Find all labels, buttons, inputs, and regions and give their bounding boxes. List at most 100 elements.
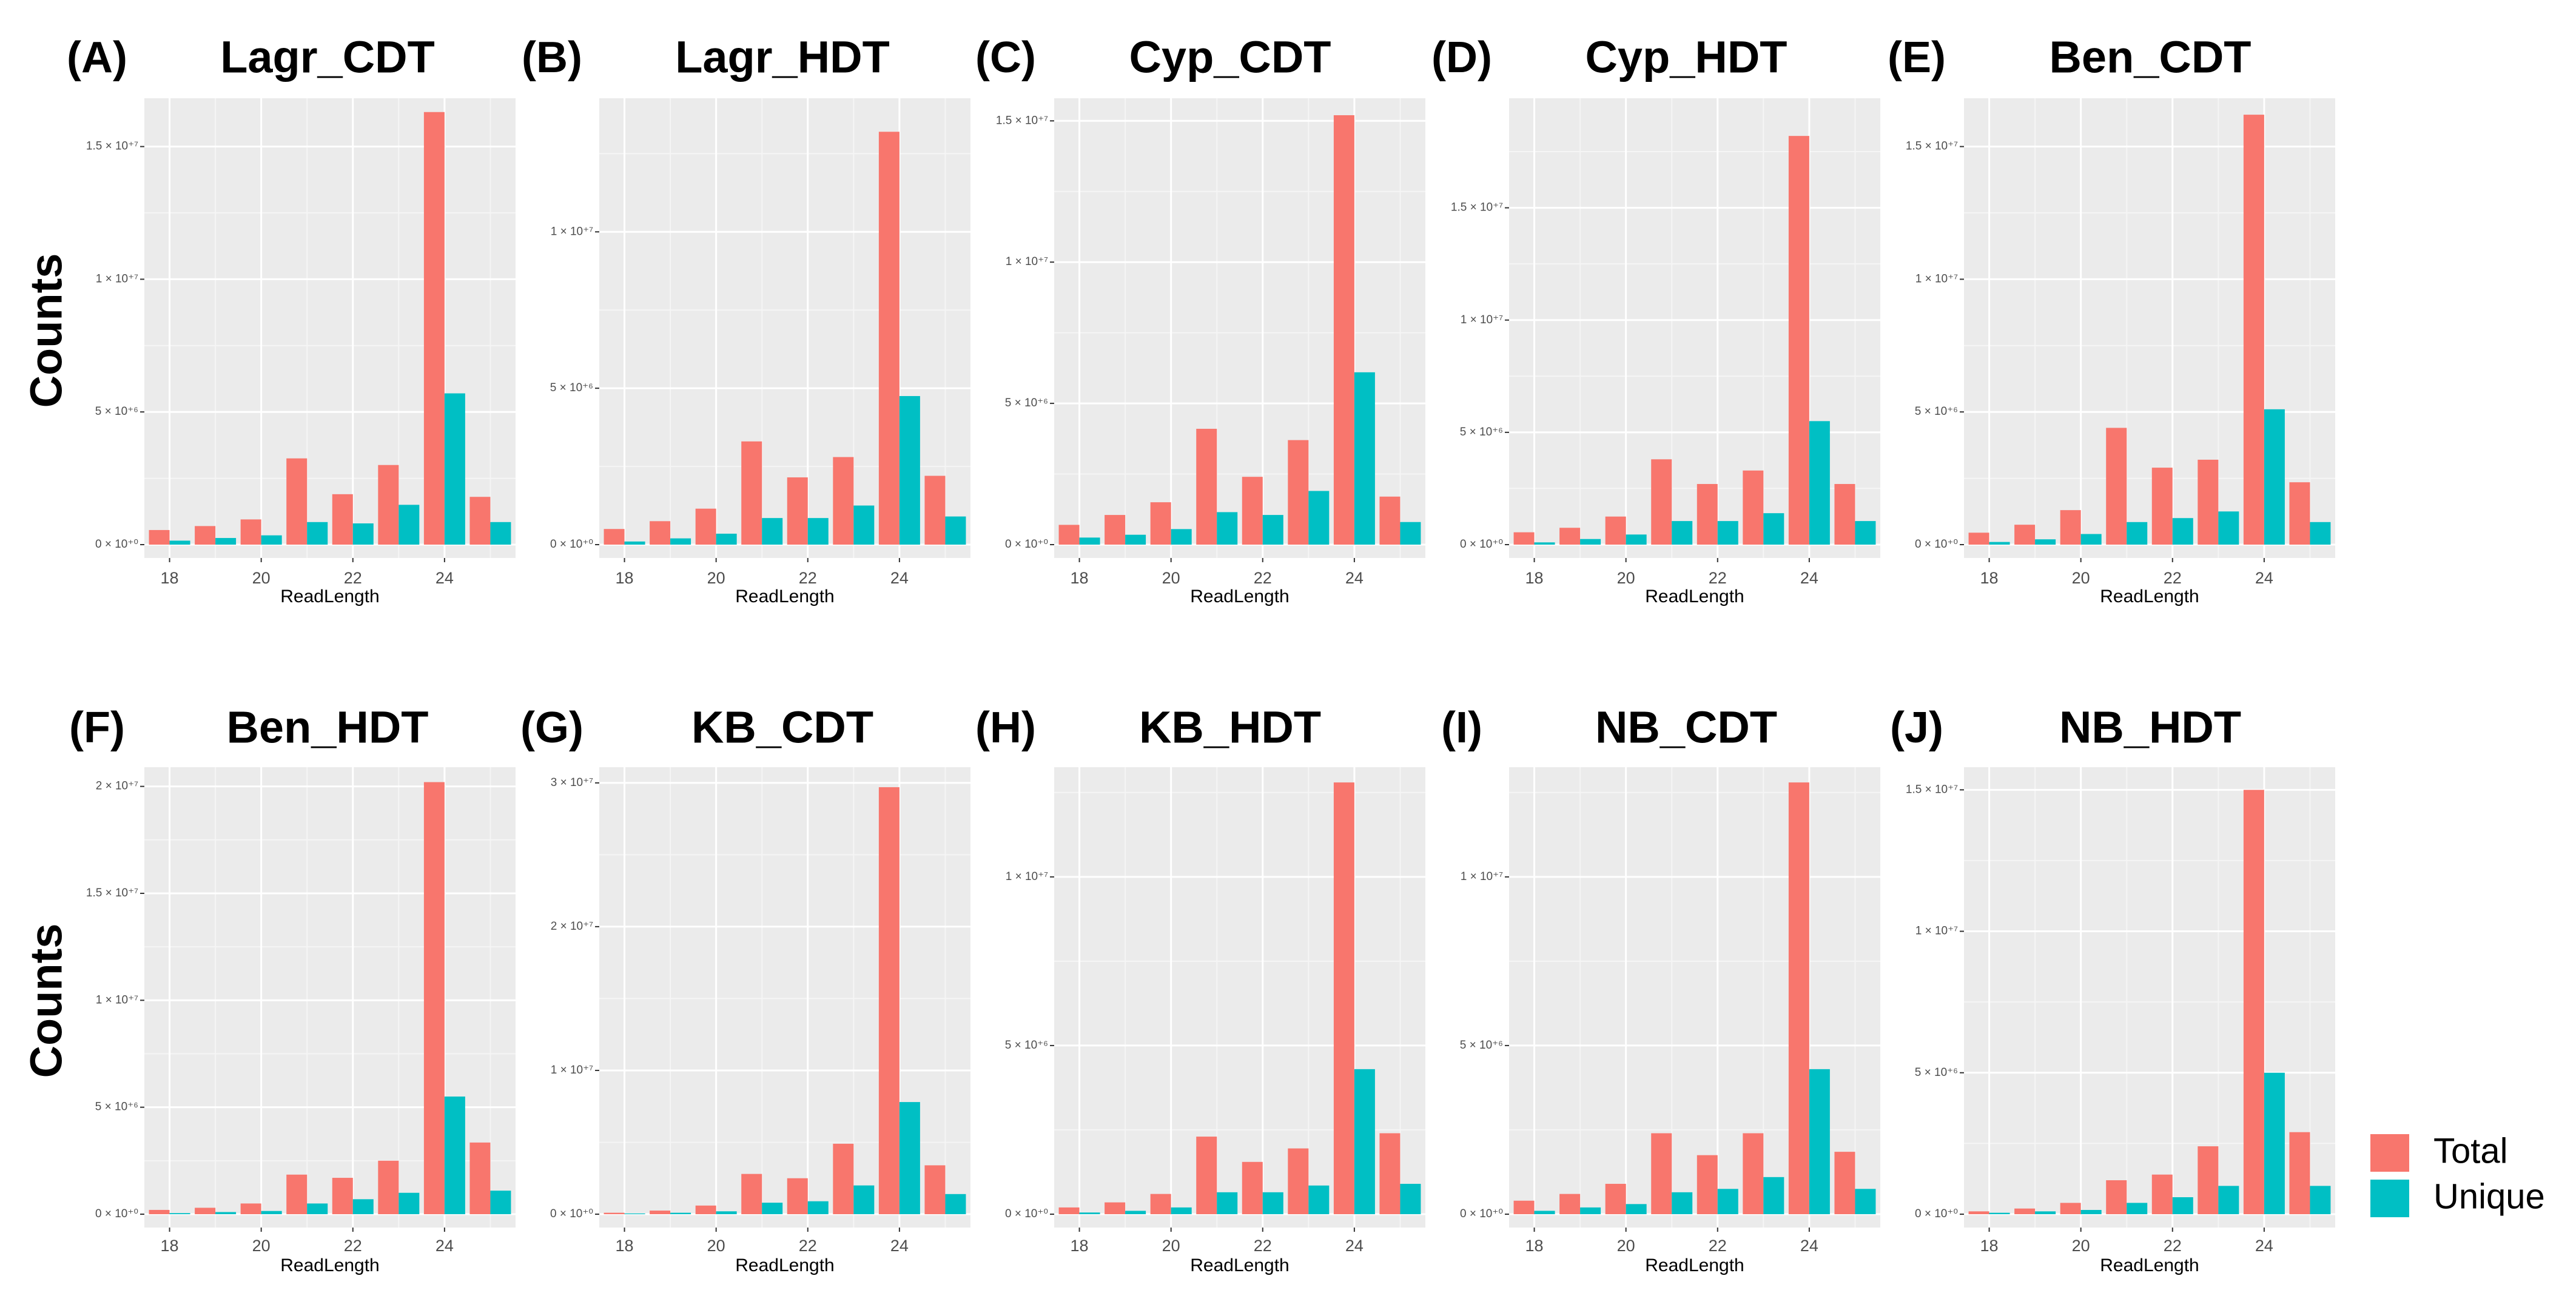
x-tick-label: 20 <box>2072 1237 2090 1255</box>
bar-unique-24 <box>444 393 465 545</box>
bar-total-24 <box>878 132 900 545</box>
bar-total-18 <box>149 529 170 545</box>
panel-title: Cyp_HDT <box>1585 32 1787 82</box>
bar-total-24 <box>423 112 445 545</box>
y-tick-label: 5 × 10⁺⁶ <box>550 381 593 394</box>
bar-unique-22 <box>807 1201 829 1214</box>
panel-KB_HDT: (H) KB_HDT 0 × 10⁺⁰ 5 × 10⁺⁶ 1 × 10⁺⁷ 18 20 22 2… <box>975 702 1425 1275</box>
bar-unique-23 <box>1763 1177 1784 1214</box>
y-tick-label: 2 × 10⁺⁷ <box>96 780 138 793</box>
bar-unique-20 <box>2080 534 2102 545</box>
x-tick-label: 24 <box>1345 569 1364 587</box>
bar-total-19 <box>195 1208 216 1214</box>
panel-letter: (C) <box>975 33 1036 82</box>
bar-total-24 <box>2243 790 2264 1214</box>
bar-total-18 <box>604 1212 625 1214</box>
bar-total-20 <box>2060 510 2081 545</box>
x-tick-label: 22 <box>344 569 362 587</box>
panel-title: NB_CDT <box>1595 702 1777 753</box>
y-tick-label: 5 × 10⁺⁶ <box>1460 1039 1503 1052</box>
bar-total-25 <box>924 475 946 545</box>
panel-Cyp_CDT: (C) Cyp_CDT 0 × 10⁺⁰ 5 × 10⁺⁶ 1 × 10⁺⁷ 1.5 × … <box>975 32 1425 606</box>
panel-Lagr_HDT: (B) Lagr_HDT 0 × 10⁺⁰ 5 × 10⁺⁶ 1 × 10⁺⁷ 18 20 2… <box>522 32 970 606</box>
bar-unique-19 <box>215 1212 237 1214</box>
bar-unique-21 <box>762 518 783 545</box>
panel-Cyp_HDT: (D) Cyp_HDT 0 × 10⁺⁰ 5 × 10⁺⁶ 1 × 10⁺⁷ 1.5 × … <box>1431 32 1880 606</box>
x-tick-label: 22 <box>799 1237 817 1255</box>
bar-unique-24 <box>444 1097 465 1214</box>
bar-total-23 <box>833 1143 854 1214</box>
bar-unique-25 <box>1855 521 1876 545</box>
bar-unique-19 <box>1580 539 1601 545</box>
legend: Total Unique <box>2370 1131 2545 1217</box>
bar-unique-24 <box>1809 421 1830 545</box>
bar-unique-24 <box>1809 1069 1830 1214</box>
bar-total-25 <box>1379 496 1401 545</box>
legend-label-total: Total <box>2433 1131 2508 1171</box>
y-tick-label: 1 × 10⁺⁷ <box>551 1064 593 1077</box>
bar-total-24 <box>423 782 445 1214</box>
bar-unique-22 <box>352 523 374 545</box>
bar-total-21 <box>741 1174 762 1214</box>
bar-unique-21 <box>2127 1203 2148 1214</box>
bar-total-21 <box>286 458 308 545</box>
bar-unique-24 <box>899 1102 920 1214</box>
x-tick-label: 18 <box>1071 569 1089 587</box>
x-tick-label: 22 <box>1709 569 1727 587</box>
y-tick-label: 1 × 10⁺⁷ <box>551 225 593 238</box>
panel-NB_CDT: (I) NB_CDT 0 × 10⁺⁰ 5 × 10⁺⁶ 1 × 10⁺⁷ 18 20 22 2… <box>1441 702 1880 1275</box>
bar-total-19 <box>650 1211 671 1214</box>
x-tick-label: 24 <box>2255 1237 2273 1255</box>
panel-NB_HDT: (J) NB_HDT 0 × 10⁺⁰ 5 × 10⁺⁶ 1 × 10⁺⁷ 1.5 × 1… <box>1890 702 2335 1275</box>
x-tick-label: 24 <box>1800 569 1818 587</box>
x-tick-label: 18 <box>1980 1237 1999 1255</box>
bar-unique-21 <box>1672 1192 1693 1214</box>
y-tick-label: 5 × 10⁺⁶ <box>1915 1066 1958 1079</box>
bar-total-20 <box>240 519 261 545</box>
x-tick-label: 24 <box>890 1237 909 1255</box>
y-tick-label: 3 × 10⁺⁷ <box>551 776 593 789</box>
bar-unique-20 <box>1171 529 1192 545</box>
bar-total-25 <box>1379 1133 1401 1214</box>
y-tick-label: 1.5 × 10⁺⁷ <box>86 140 138 153</box>
y-tick-label: 1.5 × 10⁺⁷ <box>1451 201 1503 214</box>
bar-total-19 <box>2014 1208 2036 1214</box>
bar-unique-25 <box>945 516 966 545</box>
bar-total-19 <box>1105 1202 1126 1214</box>
x-tick-label: 22 <box>799 569 817 587</box>
bar-total-21 <box>1196 429 1217 545</box>
y-tick-label: 5 × 10⁺⁶ <box>1915 405 1958 418</box>
bar-unique-21 <box>2127 522 2148 545</box>
panel-letter: (G) <box>520 704 583 752</box>
x-tick-label: 20 <box>707 1237 725 1255</box>
panel-letter: (J) <box>1890 704 1943 752</box>
bar-total-20 <box>1150 502 1171 545</box>
panel-letter: (I) <box>1441 704 1482 752</box>
bar-unique-18 <box>1989 542 2010 545</box>
y-tick-label: 1 × 10⁺⁷ <box>96 993 138 1006</box>
bar-total-20 <box>1605 516 1626 545</box>
bar-total-25 <box>1834 484 1855 545</box>
panel-letter: (B) <box>522 33 582 82</box>
panel-title: Ben_CDT <box>2049 32 2251 82</box>
bar-total-18 <box>1513 532 1535 545</box>
bar-unique-20 <box>1626 534 1647 545</box>
x-tick-label: 22 <box>1709 1237 1727 1255</box>
bar-total-22 <box>2151 1174 2173 1214</box>
bar-total-21 <box>1651 1133 1672 1214</box>
x-axis-label: ReadLength <box>280 586 379 606</box>
bar-unique-20 <box>1171 1207 1192 1214</box>
panel-letter: (A) <box>67 33 127 82</box>
x-tick-label: 20 <box>1617 1237 1635 1255</box>
bar-total-25 <box>2289 482 2310 545</box>
y-tick-label: 0 × 10⁺⁰ <box>95 538 138 551</box>
bar-unique-25 <box>2310 522 2331 545</box>
bar-total-23 <box>1743 1133 1764 1214</box>
bar-unique-19 <box>1580 1207 1601 1214</box>
y-tick-label: 0 × 10⁺⁰ <box>1460 1208 1503 1220</box>
panel-title: NB_HDT <box>2059 702 2241 753</box>
x-tick-label: 24 <box>435 1237 454 1255</box>
bar-unique-19 <box>670 1212 691 1214</box>
bar-total-22 <box>2151 468 2173 545</box>
x-tick-label: 22 <box>1254 1237 1272 1255</box>
